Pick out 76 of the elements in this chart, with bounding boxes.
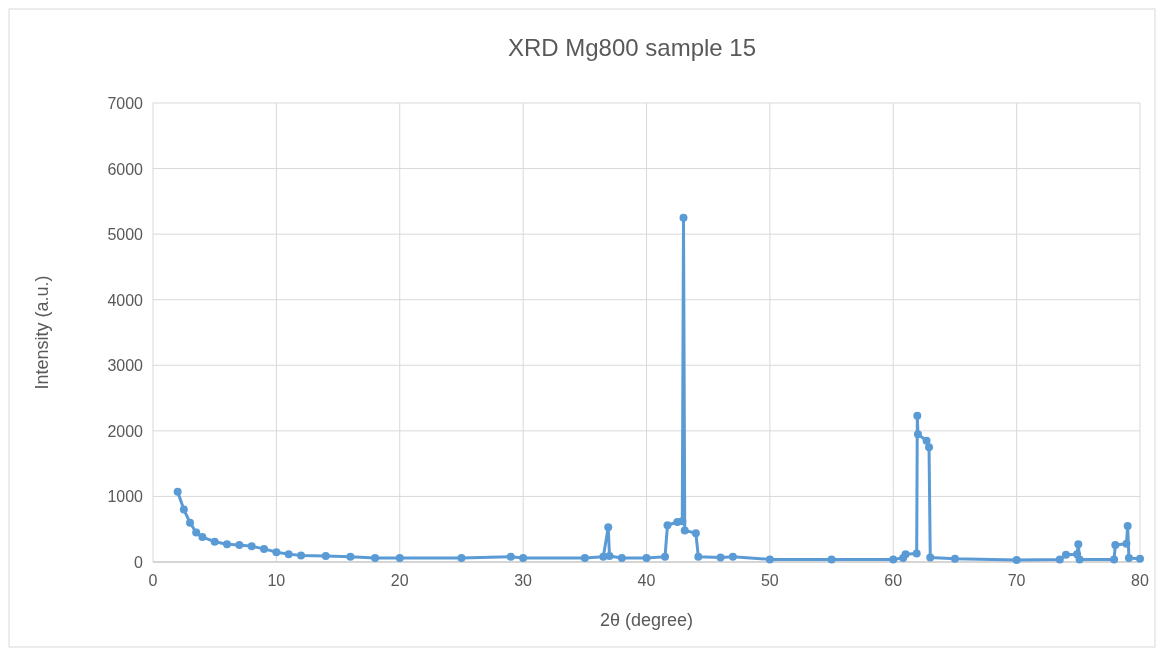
point	[1055, 555, 1064, 564]
y-tick-label: 5000	[107, 226, 144, 244]
point	[678, 517, 687, 526]
point	[642, 554, 651, 563]
point	[728, 552, 737, 561]
point	[1110, 555, 1119, 564]
point	[680, 526, 689, 535]
x-tick-label: 20	[390, 572, 409, 589]
point	[1075, 555, 1084, 564]
y-tick-label: 4000	[107, 291, 144, 309]
y-tick-label: 3000	[107, 357, 144, 375]
point	[210, 537, 219, 546]
y-axis-title: Intensity (a.u.)	[32, 275, 52, 390]
x-tick-label: 50	[760, 572, 779, 589]
point	[519, 554, 528, 563]
point	[1111, 540, 1120, 549]
point	[297, 551, 306, 560]
point	[1123, 521, 1132, 530]
point	[179, 505, 188, 514]
point	[926, 553, 935, 562]
point	[198, 533, 207, 542]
x-tick-label: 60	[884, 572, 903, 589]
y-tick-label: 2000	[107, 422, 144, 440]
point	[371, 554, 380, 563]
y-tick-label: 7000	[107, 95, 144, 112]
point	[580, 554, 589, 563]
point	[1124, 554, 1133, 563]
point	[186, 518, 195, 527]
point	[912, 549, 921, 558]
point	[913, 411, 922, 420]
point	[605, 552, 614, 561]
point	[457, 554, 466, 563]
point	[925, 443, 934, 452]
x-tick-label: 70	[1007, 572, 1026, 589]
point	[889, 555, 898, 564]
x-tick-label: 30	[514, 572, 533, 589]
point	[827, 555, 836, 564]
point	[223, 540, 232, 549]
point	[661, 552, 670, 561]
point	[346, 552, 355, 561]
point	[1012, 556, 1021, 565]
point	[604, 523, 613, 532]
chart-title: XRD Mg800 sample 15	[507, 34, 757, 61]
point	[395, 554, 404, 563]
point	[284, 550, 293, 559]
point	[679, 213, 688, 222]
point	[694, 552, 703, 561]
x-tick-label: 0	[148, 572, 158, 589]
point	[716, 553, 725, 562]
point	[321, 552, 330, 561]
point	[506, 552, 515, 561]
point	[1122, 539, 1131, 548]
x-axis-title: 2θ (degree)	[599, 610, 694, 630]
point	[691, 529, 700, 538]
point	[173, 487, 182, 496]
point	[1136, 554, 1144, 563]
point	[272, 548, 281, 557]
point	[192, 528, 201, 537]
point	[765, 555, 774, 564]
x-tick-label: 40	[637, 572, 656, 589]
point	[1074, 540, 1083, 549]
point	[913, 430, 922, 439]
x-tick-label: 10	[267, 572, 286, 589]
y-tick-label: 0	[134, 554, 144, 571]
y-tick-label: 1000	[107, 488, 144, 506]
point	[235, 540, 244, 549]
point	[663, 521, 672, 530]
point	[950, 554, 959, 563]
point	[260, 544, 269, 553]
point	[901, 550, 910, 559]
x-tick-label: 80	[1131, 572, 1149, 589]
point	[599, 552, 608, 561]
point	[1061, 550, 1070, 559]
point	[247, 542, 256, 551]
y-tick-label: 6000	[107, 160, 144, 178]
point	[617, 554, 626, 563]
